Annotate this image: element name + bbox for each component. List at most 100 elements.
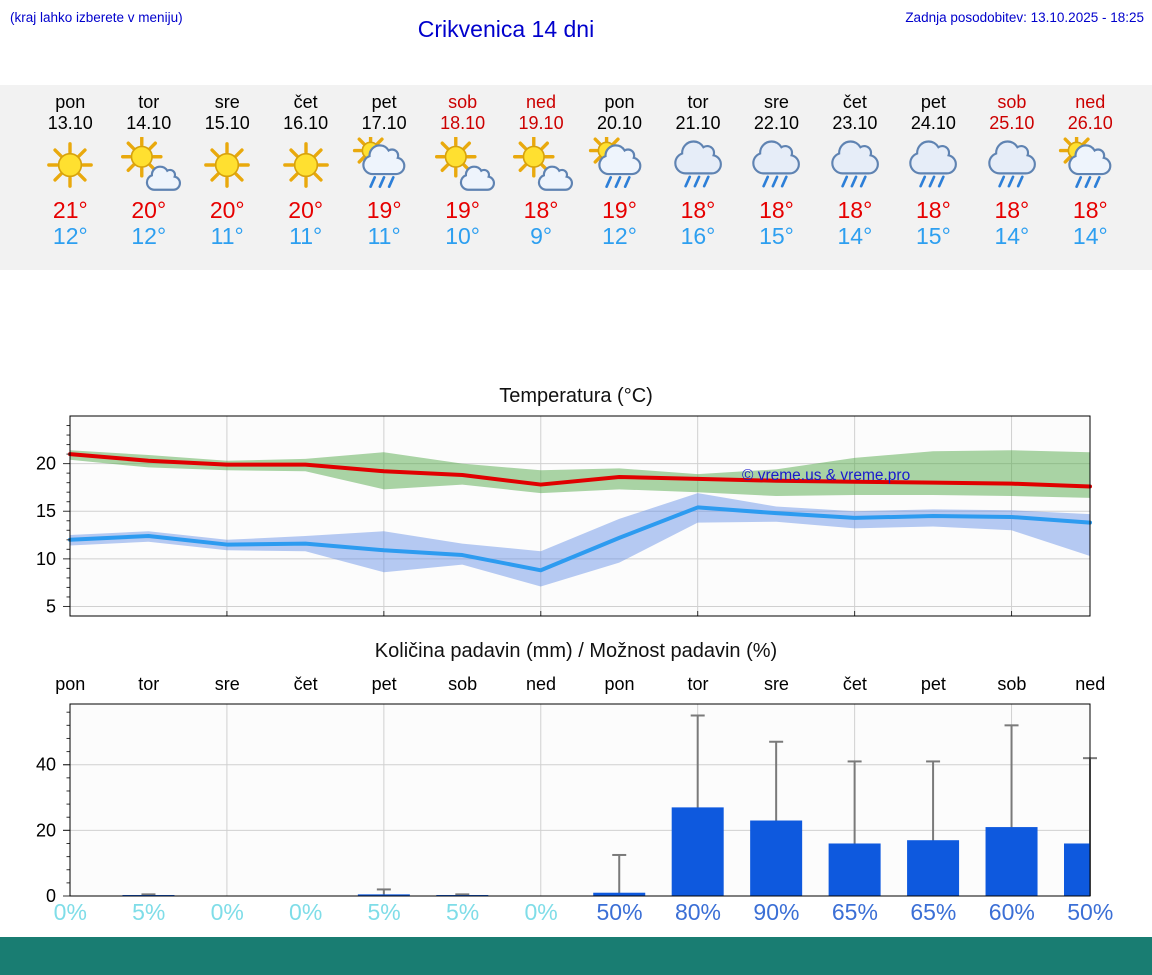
min-temperature: 15° — [915, 223, 951, 249]
forecast-day[interactable]: tor 21.10 18° 16° — [658, 92, 737, 249]
svg-text:5: 5 — [46, 596, 56, 616]
day-name: pon — [604, 92, 635, 112]
precip-day-label: pet — [920, 674, 946, 694]
sunny-icon — [282, 142, 329, 188]
weather-icon-slot — [894, 136, 973, 194]
forecast-day[interactable]: sob 18.10 19° 10° — [423, 92, 502, 249]
max-temperature: 18° — [837, 197, 873, 223]
partly-cloudy-icon — [513, 137, 574, 191]
temp-max-band — [70, 450, 1090, 498]
weather-icon-slot — [580, 136, 659, 194]
weather-icon-slot — [109, 136, 188, 194]
min-temperature: 11° — [367, 223, 401, 249]
day-name: sre — [214, 92, 240, 112]
forecast-day[interactable]: čet 16.10 20° 11° — [266, 92, 345, 249]
precip-day-label: pet — [371, 674, 397, 694]
precip-day-labels: pon tor sre čet pet sob ned pon tor sre čet pet sob n… — [0, 674, 1152, 700]
forecast-day[interactable]: sob 25.10 18° 14° — [972, 92, 1051, 249]
forecast-day[interactable]: tor 14.10 20° 12° — [109, 92, 188, 249]
rain-icon — [988, 140, 1036, 188]
precip-day-label: sre — [214, 674, 240, 694]
precip-bar — [907, 840, 960, 896]
precip-bar — [828, 843, 881, 896]
forecast-day[interactable]: pet 17.10 19° 11° — [345, 92, 424, 249]
partly-cloudy-icon — [120, 137, 181, 191]
precip-day-label: pon — [55, 674, 86, 694]
forecast-day[interactable]: sre 15.10 20° 11° — [188, 92, 267, 249]
temperature-chart-title: Temperatura (°C) — [499, 385, 653, 407]
day-date: 26.10 — [1067, 113, 1113, 133]
sunny-icon — [204, 142, 251, 188]
min-temperature: 14° — [1072, 223, 1108, 249]
day-name: pet — [920, 92, 946, 112]
sun-rain-icon — [588, 137, 641, 188]
forecast-day[interactable]: pon 13.10 21° 12° — [31, 92, 110, 249]
svg-text:10: 10 — [36, 549, 56, 569]
precip-probability: 50% — [1067, 899, 1114, 925]
precipitation-chart: 0 20 40 — [36, 703, 1097, 905]
day-date: 22.10 — [753, 113, 799, 133]
precip-bar — [671, 807, 724, 896]
day-name: tor — [138, 92, 160, 112]
max-temperature: 18° — [523, 197, 559, 223]
svg-text:20: 20 — [36, 820, 56, 840]
precip-day-label: sob — [448, 674, 478, 694]
max-temperature: 19° — [445, 197, 480, 223]
forecast-day[interactable]: čet 23.10 18° 14° — [815, 92, 894, 249]
day-name: tor — [687, 92, 709, 112]
svg-text:20: 20 — [36, 454, 56, 474]
rain-icon — [909, 140, 958, 188]
watermark: © vreme.us & vreme.pro — [742, 467, 910, 484]
forecast-day[interactable]: ned 26.10 18° 14° — [1051, 92, 1130, 249]
precip-probability: 60% — [988, 899, 1035, 925]
min-temperature: 15° — [759, 223, 794, 249]
precip-bar — [357, 894, 410, 896]
min-temperature: 16° — [680, 223, 716, 249]
max-temperature: 18° — [994, 197, 1030, 223]
day-date: 21.10 — [675, 113, 721, 133]
forecast-day[interactable]: pon 20.10 19° 12° — [580, 92, 659, 249]
forecast-day[interactable]: pet 24.10 18° 15° — [894, 92, 973, 249]
last-update: Zadnja posodobitev: 13.10.2025 - 18:25 — [905, 10, 1144, 25]
precip-bar — [985, 827, 1038, 896]
min-temperature: 11° — [289, 223, 323, 249]
rain-icon — [831, 140, 879, 188]
precip-day-label: čet — [293, 674, 318, 694]
precip-probability: 0% — [210, 899, 244, 925]
precip-probability: 5% — [367, 899, 401, 925]
precip-chart-title: Količina padavin (mm) / Možnost padavin … — [374, 640, 778, 662]
max-temperature: 18° — [680, 197, 716, 223]
min-temperature: 10° — [445, 223, 480, 249]
precip-probability: 0% — [524, 899, 558, 925]
sun-rain-icon — [353, 137, 406, 188]
max-temperature: 20° — [131, 197, 167, 223]
precip-probability: 5% — [132, 899, 166, 925]
temperature-chart: © vreme.us & vreme.pro 5 10 15 20 — [36, 415, 1092, 617]
svg-text:0: 0 — [46, 886, 56, 905]
precip-probability: 0% — [289, 899, 323, 925]
day-date: 23.10 — [832, 113, 878, 133]
precip-probability: 50% — [596, 899, 643, 925]
day-name: ned — [526, 92, 557, 112]
rain-icon — [674, 140, 722, 188]
day-date: 13.10 — [47, 113, 93, 133]
day-date: 18.10 — [440, 113, 486, 133]
max-temperature: 21° — [52, 197, 88, 223]
min-temperature: 11° — [210, 223, 244, 249]
precip-bar — [750, 820, 803, 896]
max-temperature: 20° — [209, 197, 245, 223]
forecast-day[interactable]: sre 22.10 18° 15° — [737, 92, 816, 249]
max-temperature: 20° — [288, 197, 324, 223]
min-temperature: 14° — [994, 223, 1030, 249]
day-name: sob — [448, 92, 478, 112]
precip-probabilities: 0% 5% 0% 0% 5% 5% 0% 50% 80% 90% 65% 65% 60% 50% — [0, 899, 1152, 931]
day-name: sob — [997, 92, 1027, 112]
forecast-day[interactable]: ned 19.10 18° 9° — [502, 92, 581, 249]
min-temperature: 14° — [837, 223, 873, 249]
precip-bar — [593, 892, 646, 896]
weather-icon-slot — [31, 136, 110, 194]
partly-cloudy-icon — [434, 137, 495, 191]
weather-icon-slot — [815, 136, 894, 194]
day-date: 16.10 — [283, 113, 329, 133]
